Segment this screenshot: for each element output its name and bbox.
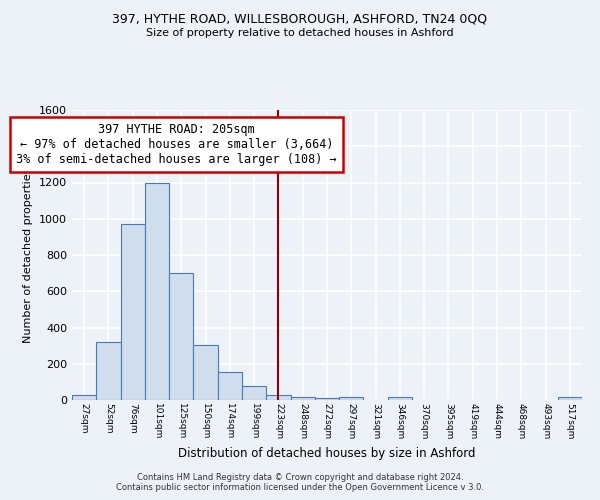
Bar (290, 398, 315, 400)
Bar (266, 396, 290, 400)
Bar (121, 224, 145, 400)
Bar (558, 398, 582, 400)
Bar (242, 386, 266, 400)
Bar (193, 344, 218, 400)
Bar (388, 398, 412, 400)
Bar (96, 342, 121, 400)
Text: Contains public sector information licensed under the Open Government Licence v : Contains public sector information licen… (116, 484, 484, 492)
Bar (145, 182, 169, 400)
Text: Contains HM Land Registry data © Crown copyright and database right 2024.: Contains HM Land Registry data © Crown c… (137, 474, 463, 482)
Y-axis label: Number of detached properties: Number of detached properties (23, 168, 34, 342)
Text: 397, HYTHE ROAD, WILLESBOROUGH, ASHFORD, TN24 0QQ: 397, HYTHE ROAD, WILLESBOROUGH, ASHFORD,… (112, 12, 488, 26)
Bar (169, 273, 193, 400)
Bar (315, 398, 339, 400)
Bar (339, 398, 364, 400)
Text: 397 HYTHE ROAD: 205sqm
← 97% of detached houses are smaller (3,664)
3% of semi-d: 397 HYTHE ROAD: 205sqm ← 97% of detached… (16, 122, 337, 166)
Bar (72, 394, 96, 400)
Text: Size of property relative to detached houses in Ashford: Size of property relative to detached ho… (146, 28, 454, 38)
X-axis label: Distribution of detached houses by size in Ashford: Distribution of detached houses by size … (178, 448, 476, 460)
Bar (218, 372, 242, 400)
